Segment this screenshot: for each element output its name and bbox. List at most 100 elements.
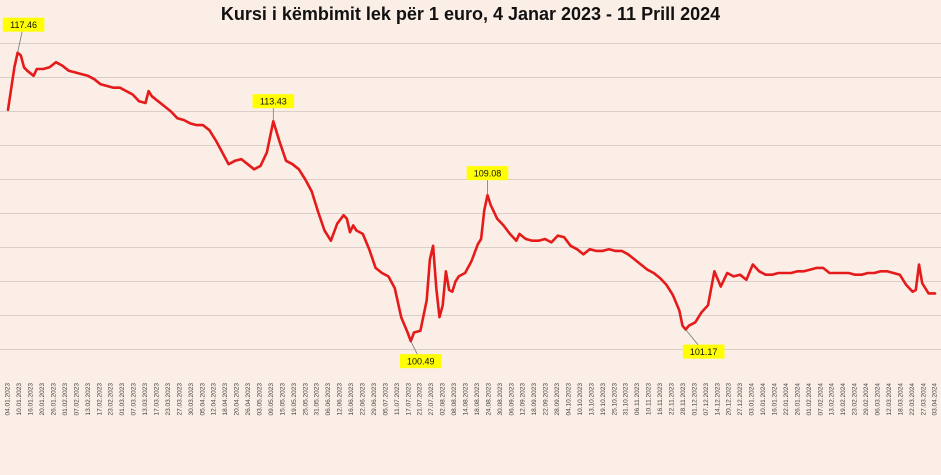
x-tick-label: 25.05.2023 xyxy=(302,383,309,416)
x-tick-label: 28.11.2023 xyxy=(680,383,687,415)
data-label-box xyxy=(399,354,442,369)
x-tick-label: 20.12.2023 xyxy=(726,383,733,416)
x-tick-label: 30.08.2023 xyxy=(497,383,504,416)
x-tick-label: 20.01.2023 xyxy=(39,383,46,416)
x-tick-label: 27.12.2023 xyxy=(737,383,744,416)
x-tick-label: 15.05.2023 xyxy=(279,383,286,416)
x-tick-label: 07.12.2023 xyxy=(703,383,710,416)
x-tick-label: 27.07.2023 xyxy=(428,383,435,416)
x-tick-label: 21.07.2023 xyxy=(417,383,424,416)
x-tick-label: 27.03.2023 xyxy=(176,383,183,416)
chart-title: Kursi i këmbimit lek për 1 euro, 4 Janar… xyxy=(220,4,721,24)
x-tick-label: 05.04.2023 xyxy=(199,383,206,416)
x-tick-label: 11.07.2023 xyxy=(394,383,401,415)
x-tick-label: 22.01.2024 xyxy=(783,383,790,416)
x-tick-label: 19.05.2023 xyxy=(291,383,298,416)
x-tick-label: 18.09.2023 xyxy=(531,383,538,416)
x-tick-label: 06.09.2023 xyxy=(508,383,515,416)
x-tick-label: 18.08.2023 xyxy=(474,383,481,416)
series-layer xyxy=(6,51,937,343)
data-label: 113.43 xyxy=(260,97,287,107)
x-tick-label: 12.04.2023 xyxy=(211,383,218,416)
x-tick-label: 10.11.2023 xyxy=(646,383,653,415)
data-label: 117.46 xyxy=(10,20,37,30)
x-tick-label: 07.02.2023 xyxy=(73,383,80,416)
x-tick-label: 17.03.2023 xyxy=(154,383,161,416)
x-tick-label: 03.04.2024 xyxy=(932,383,939,416)
x-tick-label: 23.02.2024 xyxy=(852,383,859,416)
x-tick-label: 18.03.2024 xyxy=(897,383,904,416)
data-label: 101.17 xyxy=(690,347,718,357)
x-tick-label: 06.03.2024 xyxy=(875,383,882,416)
x-tick-label: 01.12.2023 xyxy=(691,383,698,416)
data-label-box xyxy=(2,17,45,32)
x-tick-label: 29.02.2024 xyxy=(863,383,870,416)
x-tick-label: 24.08.2023 xyxy=(485,383,492,416)
x-tick-label: 13.02.2024 xyxy=(829,383,836,416)
x-tick-label: 31.10.2023 xyxy=(623,383,630,416)
x-tick-label: 04.01.2023 xyxy=(5,383,12,416)
x-tick-label: 14.12.2023 xyxy=(714,383,721,416)
gridlines xyxy=(0,43,941,350)
x-tick-label: 22.11.2023 xyxy=(669,383,676,415)
x-tick-label: 12.03.2024 xyxy=(886,383,893,416)
data-label: 109.08 xyxy=(474,169,502,179)
data-label: 100.49 xyxy=(407,357,435,367)
x-tick-label: 10.01.2024 xyxy=(760,383,767,416)
x-tick-label: 04.10.2023 xyxy=(566,383,573,416)
x-tick-label: 06.06.2023 xyxy=(325,383,332,416)
x-tick-label: 03.05.2023 xyxy=(257,383,264,416)
x-tick-label: 28.09.2023 xyxy=(554,383,561,416)
x-tick-label: 18.04.2023 xyxy=(222,383,229,416)
data-label-box xyxy=(252,94,295,109)
x-tick-label: 26.01.2023 xyxy=(51,383,58,416)
x-tick-label: 10.01.2023 xyxy=(16,383,23,416)
x-tick-label: 13.10.2023 xyxy=(588,383,595,416)
x-tick-label: 17.07.2023 xyxy=(405,383,412,416)
x-tick-label: 16.11.2023 xyxy=(657,383,664,415)
x-tick-label: 17.02.2023 xyxy=(96,383,103,416)
x-tick-label: 05.07.2023 xyxy=(382,383,389,416)
x-tick-label: 19.10.2023 xyxy=(600,383,607,416)
x-tick-label: 08.08.2023 xyxy=(451,383,458,416)
x-tick-label: 23.03.2023 xyxy=(165,383,172,416)
x-tick-label: 16.01.2024 xyxy=(772,383,779,416)
x-axis-ticks: 04.01.2023 10.01.2023 16.01.2023 20.01.2023… xyxy=(5,383,939,416)
x-tick-label: 14.08.2023 xyxy=(463,383,470,416)
x-tick-label: 27.03.2024 xyxy=(920,383,927,416)
x-tick-label: 26.01.2024 xyxy=(794,383,801,416)
x-tick-label: 16.01.2023 xyxy=(28,383,35,416)
x-tick-label: 12.06.2023 xyxy=(337,383,344,416)
x-tick-label: 01.02.2023 xyxy=(62,383,69,416)
x-tick-label: 10.10.2023 xyxy=(577,383,584,416)
x-tick-label: 26.04.2023 xyxy=(245,383,252,416)
x-tick-label: 22.09.2023 xyxy=(543,383,550,416)
x-tick-label: 02.08.2023 xyxy=(440,383,447,416)
data-label-box xyxy=(466,166,509,181)
x-tick-label: 16.06.2023 xyxy=(348,383,355,416)
x-tick-label: 12.09.2023 xyxy=(520,383,527,416)
x-tick-label: 01.02.2024 xyxy=(806,383,813,416)
x-tick-label: 22.03.2024 xyxy=(909,383,916,416)
x-tick-label: 19.02.2024 xyxy=(840,383,847,416)
x-tick-label: 23.02.2023 xyxy=(108,383,115,416)
data-label-box xyxy=(682,344,725,359)
x-tick-label: 07.02.2024 xyxy=(817,383,824,416)
x-tick-label: 13.02.2023 xyxy=(85,383,92,416)
x-tick-label: 30.03.2023 xyxy=(188,383,195,416)
x-tick-label: 06.11.2023 xyxy=(634,383,641,415)
x-tick-label: 07.03.2023 xyxy=(131,383,138,416)
series-line xyxy=(6,51,937,343)
x-tick-label: 29.06.2023 xyxy=(371,383,378,416)
x-tick-label: 22.06.2023 xyxy=(360,383,367,416)
x-tick-label: 01.03.2023 xyxy=(119,383,126,416)
x-tick-label: 03.01.2024 xyxy=(749,383,756,416)
x-tick-label: 09.05.2023 xyxy=(268,383,275,416)
x-tick-label: 31.05.2023 xyxy=(314,383,321,416)
x-tick-label: 20.04.2023 xyxy=(234,383,241,416)
x-tick-label: 13.03.2023 xyxy=(142,383,149,416)
x-tick-label: 25.10.2023 xyxy=(611,383,618,416)
